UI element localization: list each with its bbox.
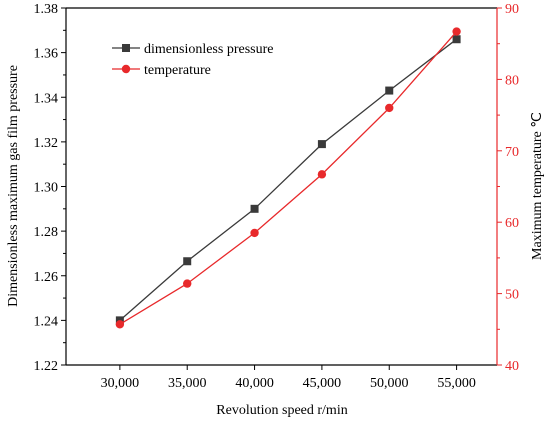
data-point-temperature bbox=[183, 279, 192, 288]
x-axis-label: Revolution speed r/min bbox=[216, 403, 347, 418]
x-tick-label: 50,000 bbox=[370, 376, 409, 391]
x-tick-label: 45,000 bbox=[303, 376, 342, 391]
data-point-temperature bbox=[385, 103, 394, 113]
data-point-temperature bbox=[452, 27, 461, 36]
x-tick-label: 35,000 bbox=[168, 376, 207, 391]
data-point-temperature bbox=[317, 170, 327, 179]
data-point-dimensionless-pressure bbox=[385, 86, 394, 95]
left-y-tick-label: 1.24 bbox=[34, 314, 59, 329]
x-axis-ticks: 30,000 35,000 40,000 45,000 50,000 55,000 bbox=[101, 365, 476, 391]
right-y-tick-label: 40 bbox=[505, 359, 519, 374]
data-point-dimensionless-pressure bbox=[452, 35, 461, 44]
series-line-temperature bbox=[119, 31, 458, 325]
legend-square-marker bbox=[122, 44, 130, 52]
left-y-tick-label: 1.38 bbox=[34, 2, 59, 17]
data-point-dimensionless-pressure bbox=[183, 257, 192, 266]
right-y-tick-label: 90 bbox=[505, 2, 519, 17]
x-tick-label: 30,000 bbox=[101, 376, 140, 391]
right-y-tick-label: 60 bbox=[505, 216, 519, 231]
x-tick-label: 55,000 bbox=[437, 376, 476, 391]
right-y-axis-ticks: 40 50 60 70 80 90 bbox=[497, 2, 519, 374]
right-y-tick-label: 80 bbox=[505, 73, 519, 88]
data-point-dimensionless-pressure bbox=[250, 204, 259, 213]
left-y-tick-label: 1.34 bbox=[34, 91, 59, 106]
right-y-axis-label: Maximum temperature ℃ bbox=[530, 112, 545, 260]
legend-circle-marker bbox=[121, 64, 131, 74]
data-point-temperature bbox=[250, 228, 259, 238]
legend-item-pressure: dimensionless pressure bbox=[112, 42, 273, 57]
series-line-dimensionless-pressure bbox=[119, 38, 457, 321]
legend-item-temperature: temperature bbox=[112, 63, 211, 78]
data-point-temperature bbox=[115, 320, 125, 329]
right-y-tick-label: 70 bbox=[505, 145, 519, 160]
left-y-tick-label: 1.26 bbox=[34, 270, 59, 285]
legend: dimensionless pressure temperature bbox=[112, 42, 273, 78]
legend-label-pressure: dimensionless pressure bbox=[144, 42, 273, 57]
x-tick-label: 40,000 bbox=[235, 376, 274, 391]
left-y-axis-label: Dimensionless maximum gas film pressure bbox=[6, 65, 21, 307]
left-y-tick-label: 1.30 bbox=[34, 181, 59, 196]
left-y-axis-ticks: 1.22 1.24 1.26 1.28 1.30 1.32 1.34 1.36 1.38 bbox=[34, 2, 66, 374]
left-y-tick-label: 1.28 bbox=[34, 225, 59, 240]
left-y-tick-label: 1.22 bbox=[34, 359, 59, 374]
data-point-dimensionless-pressure bbox=[317, 140, 326, 149]
left-y-tick-label: 1.32 bbox=[34, 136, 59, 151]
right-y-tick-label: 50 bbox=[505, 288, 519, 303]
legend-label-temperature: temperature bbox=[144, 63, 211, 78]
left-y-tick-label: 1.36 bbox=[34, 47, 59, 62]
series-layer bbox=[115, 27, 461, 329]
